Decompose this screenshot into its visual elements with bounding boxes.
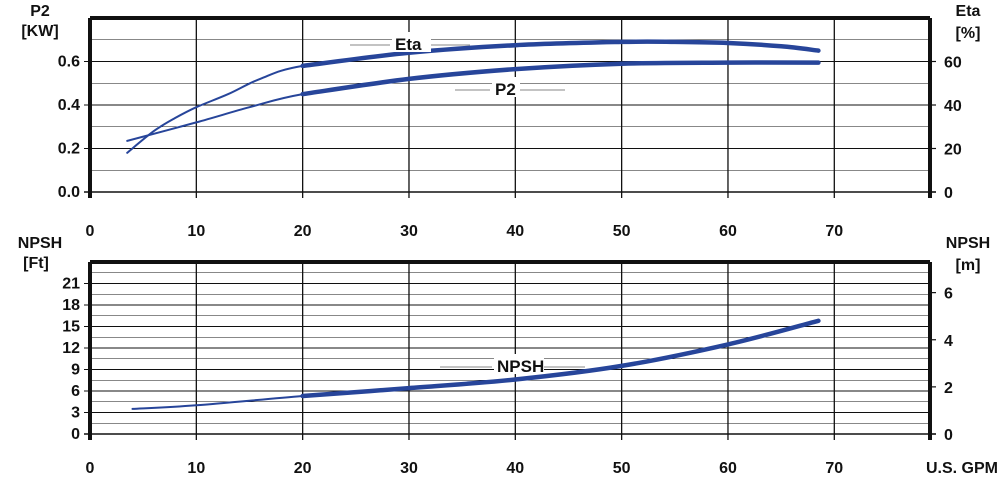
x-axis-tick-label: 50	[613, 223, 631, 240]
series-line-npsh	[131, 319, 820, 410]
series-line-p2-operating	[300, 60, 821, 97]
left-axis-tick-label: 0.4	[58, 97, 80, 114]
left-axis-tick-label: 15	[62, 319, 80, 336]
left-axis-tick-label: 6	[71, 383, 80, 400]
left-axis-tick-label: 3	[71, 405, 80, 422]
curve-label-bg	[392, 32, 431, 52]
right-axis-tick-label: 6	[944, 286, 953, 303]
left-axis-tick-label: 0	[71, 426, 80, 443]
chart-panel-power-efficiency: Eta P2 0.0 0.2 0.4 0.6 0 20 40 60 0 10 20 30 40 50 60 70 P…	[21, 3, 980, 240]
right-axis-unit: [%]	[956, 25, 981, 42]
x-axis-tick-label: 10	[187, 460, 205, 477]
right-axis-tick-label: 60	[944, 55, 962, 72]
x-axis-tick-label: 10	[187, 223, 205, 240]
x-axis-tick-label: 60	[719, 223, 737, 240]
x-axis-tick-label: 60	[719, 460, 737, 477]
right-axis-label: Eta	[956, 3, 981, 20]
right-axis-tick-label: 0	[944, 185, 953, 202]
left-axis-tick-label: 0.2	[58, 141, 80, 158]
x-axis-tick-label: 70	[825, 460, 843, 477]
x-axis-unit-label: U.S. GPM	[926, 460, 998, 477]
left-axis-label: NPSH	[18, 235, 62, 252]
curve-label-npsh: NPSH	[497, 357, 544, 376]
left-axis-tick-label: 9	[71, 362, 80, 379]
x-axis-tick-label: 30	[400, 460, 418, 477]
x-axis-tick-label: 50	[613, 460, 631, 477]
x-axis-tick-label: 30	[400, 223, 418, 240]
right-axis-tick-label: 2	[944, 380, 953, 397]
x-axis-tick-label: 70	[825, 223, 843, 240]
left-axis-tick-label: 21	[62, 276, 80, 293]
curve-label-bg	[494, 354, 544, 374]
left-axis-unit: [KW]	[21, 23, 58, 40]
x-axis-tick-label: 40	[506, 223, 524, 240]
left-axis-tick-label: 0.6	[58, 54, 80, 71]
left-axis-tick-label: 0.0	[58, 184, 80, 201]
left-axis-tick-label: 18	[62, 297, 80, 314]
right-axis-tick-label: 0	[944, 427, 953, 444]
left-axis-tick-label: 12	[62, 340, 80, 357]
left-axis-label: P2	[30, 3, 50, 20]
right-axis-tick-label: 40	[944, 98, 962, 115]
curve-label-bg	[492, 77, 520, 97]
right-axis-tick-label: 20	[944, 142, 962, 159]
x-axis-tick-label: 20	[294, 223, 312, 240]
series-line-eta	[126, 40, 820, 154]
left-axis-unit: [Ft]	[23, 255, 49, 272]
x-axis-tick-label: 20	[294, 460, 312, 477]
x-axis-tick-label: 40	[506, 460, 524, 477]
right-axis-tick-label: 4	[944, 333, 953, 350]
right-axis-unit: [m]	[956, 257, 981, 274]
series-line-npsh-operating	[300, 318, 821, 399]
x-axis-tick-label: 0	[86, 223, 95, 240]
curve-label-p2: P2	[495, 80, 516, 99]
curve-label-eta: Eta	[395, 35, 422, 54]
right-axis-label: NPSH	[946, 235, 990, 252]
x-axis-tick-label: 0	[86, 460, 95, 477]
series-line-eta-operating	[300, 39, 821, 69]
